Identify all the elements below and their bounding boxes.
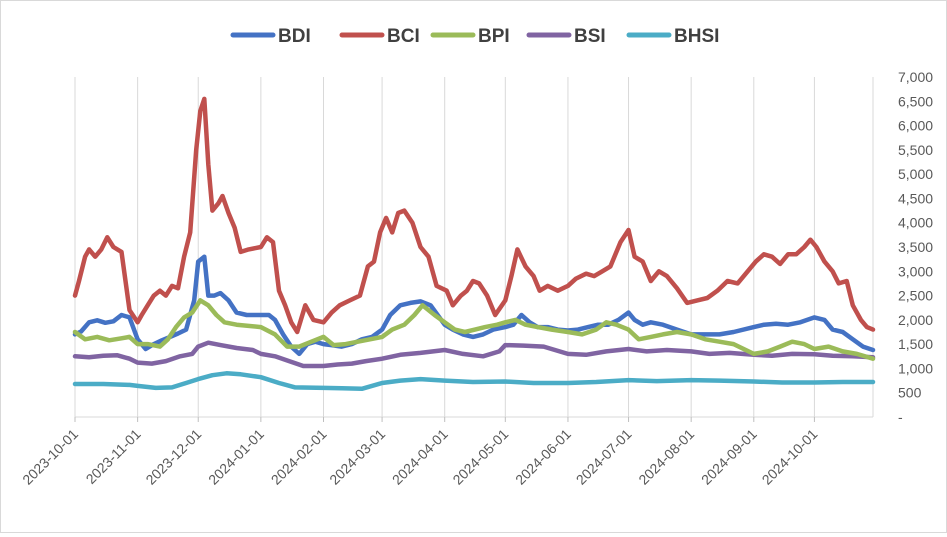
x-tick-label: 2024-06-01 — [512, 426, 574, 488]
x-tick-label: 2024-09-01 — [698, 426, 760, 488]
vertical-gridlines — [74, 77, 874, 417]
y-tick-label: 4,000 — [898, 215, 933, 231]
y-tick-label: 2,000 — [898, 312, 933, 328]
x-tick-label: 2023-11-01 — [83, 426, 144, 487]
x-tick-label: 2024-04-01 — [389, 426, 451, 488]
legend-label-bci: BCI — [387, 26, 420, 47]
y-tick-label: 1,000 — [898, 360, 933, 376]
legend-label-bpi: BPI — [478, 26, 510, 47]
series-line-bpi — [72, 298, 876, 361]
series-line-bdi — [72, 254, 876, 357]
x-tick-label: 2023-10-01 — [19, 426, 81, 488]
y-tick-label: 500 — [898, 385, 922, 401]
series-line-bci — [72, 96, 876, 335]
x-tick-label: 2024-03-01 — [326, 426, 388, 488]
x-tick-label: 2024-01-01 — [205, 426, 267, 488]
y-tick-label: 3,000 — [898, 263, 933, 279]
x-tick-label: 2024-05-01 — [449, 426, 511, 488]
y-tick-label: 7,000 — [898, 69, 933, 85]
x-tick-label: 2023-12-01 — [142, 426, 204, 488]
legend-label-bdi: BDI — [278, 26, 311, 47]
legend-label-bhsi: BHSI — [674, 26, 719, 47]
x-tick-label: 2024-10-01 — [759, 426, 821, 488]
x-tick-label: 2024-02-01 — [268, 426, 330, 488]
y-tick-label: 4,500 — [898, 190, 933, 206]
series-layer — [72, 96, 876, 392]
legend: BDI BCI BPI BSI BHSI — [230, 26, 719, 47]
y-tick-label: 1,500 — [898, 336, 933, 352]
y-tick-label: 6,500 — [898, 93, 933, 109]
y-tick-label: 5,000 — [898, 166, 933, 182]
legend-label-bsi: BSI — [574, 26, 606, 47]
y-tick-label: 5,500 — [898, 142, 933, 158]
x-tick-label: 2024-07-01 — [573, 426, 635, 488]
series-line-bsi — [72, 340, 876, 369]
y-tick-label: 3,500 — [898, 239, 933, 255]
y-tick-label: - — [898, 409, 903, 425]
series-line-bhsi — [72, 371, 876, 392]
y-tick-label: 6,000 — [898, 118, 933, 134]
y-tick-label: 2,500 — [898, 288, 933, 304]
y-axis: - 500 1,000 1,500 2,000 2,500 3,000 3,500 4,000 4… — [898, 69, 933, 425]
x-tick-label: 2024-08-01 — [635, 426, 697, 488]
